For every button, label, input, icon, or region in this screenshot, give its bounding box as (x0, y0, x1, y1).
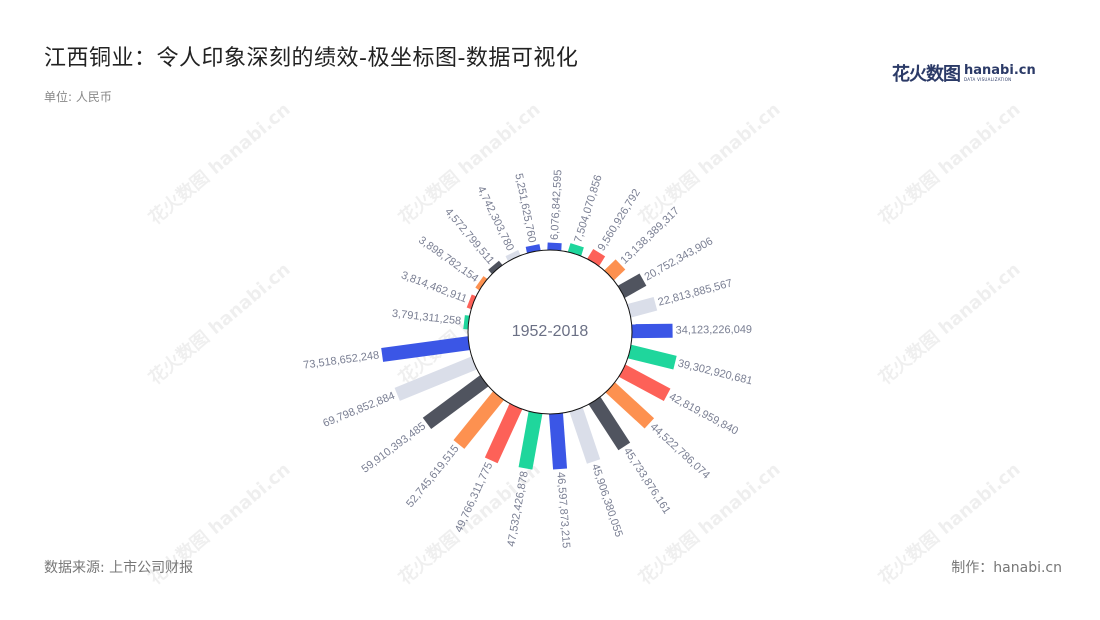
polar-bar[interactable] (569, 407, 601, 464)
polar-bar[interactable] (627, 344, 677, 370)
bar-value-label: 69,798,852,884 (321, 390, 396, 430)
bar-value-label: 39,302,920,681 (677, 358, 754, 388)
logo-en-text: hanabi.cn (964, 63, 1036, 78)
data-source: 数据来源: 上市公司财报 (44, 560, 194, 576)
polar-bar[interactable] (618, 273, 647, 298)
bar-value-label: 7,504,070,856 (572, 173, 604, 244)
polar-bar[interactable] (453, 391, 504, 449)
bar-value-label: 20,752,343,906 (643, 235, 716, 283)
polar-bar[interactable] (518, 411, 543, 470)
polar-bar[interactable] (605, 382, 655, 429)
polar-bar[interactable] (631, 323, 673, 339)
unit-label: 单位: 人民币 (44, 90, 112, 104)
bar-value-label: 42,819,959,840 (667, 391, 740, 438)
center-circle (467, 249, 633, 415)
bar-value-label: 49,766,311,775 (453, 461, 495, 535)
bar-value-label: 73,518,652,248 (303, 349, 380, 371)
polar-bar[interactable] (618, 364, 671, 401)
polar-bar[interactable] (422, 375, 489, 429)
logo-en-block: hanabi.cn DATA VISUALIZATION (964, 64, 1036, 82)
polar-bar[interactable] (547, 242, 562, 251)
polar-bar[interactable] (466, 294, 476, 310)
bar-value-label: 5,251,625,760 (512, 172, 538, 243)
bar-value-label: 34,123,226,049 (676, 324, 753, 337)
bar-value-label: 45,906,380,055 (589, 462, 625, 538)
polar-bar[interactable] (484, 403, 523, 464)
polar-bar[interactable] (381, 336, 470, 362)
polar-bar[interactable] (587, 248, 606, 266)
bar-value-label: 47,532,426,878 (505, 470, 530, 547)
bar-value-label: 44,522,786,074 (648, 421, 712, 482)
polar-bar[interactable] (394, 356, 477, 401)
bar-value-label: 46,597,873,215 (554, 472, 572, 549)
polar-bar[interactable] (549, 413, 568, 470)
bar-value-label: 3,814,462,911 (399, 269, 468, 305)
polar-bar[interactable] (627, 296, 658, 318)
logo-cn-text: 花火数图 (892, 64, 961, 85)
polar-bar[interactable] (588, 396, 631, 451)
center-year-label: 1952-2018 (512, 323, 589, 340)
bar-value-label: 52,745,619,515 (404, 443, 461, 510)
bar-value-label: 3,791,311,258 (391, 308, 461, 328)
polar-bar[interactable] (475, 276, 488, 291)
logo-en-subtext: DATA VISUALIZATION (964, 77, 1012, 82)
bar-value-label: 6,076,842,595 (549, 169, 565, 240)
bar-value-label: 45,733,876,161 (621, 446, 673, 517)
maker-credit: 制作：hanabi.cn (951, 560, 1062, 576)
bar-value-label: 22,813,885,567 (657, 277, 734, 308)
bar-value-label: 59,910,393,485 (360, 420, 429, 475)
chart-title: 江西铜业：令人印象深刻的绩效-极坐标图-数据可视化 (44, 46, 579, 71)
polar-bar[interactable] (505, 250, 521, 262)
brand-logo: 花火数图 hanabi.cn DATA VISUALIZATION (892, 60, 1036, 86)
polar-bar[interactable] (488, 260, 503, 274)
